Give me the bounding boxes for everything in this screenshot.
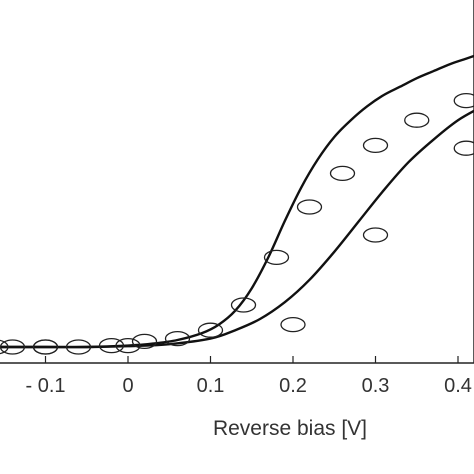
plot-frame xyxy=(0,0,474,364)
data-point xyxy=(453,92,474,109)
data-point xyxy=(164,330,191,347)
data-point xyxy=(362,227,389,243)
data-point xyxy=(0,339,9,355)
x-tick-label: 0.2 xyxy=(279,375,307,397)
data-point xyxy=(0,339,26,355)
data-point xyxy=(115,337,141,354)
x-axis-label: Reverse bias [V] xyxy=(213,417,367,440)
data-point xyxy=(362,137,389,154)
x-tick-label: 0.3 xyxy=(362,375,390,397)
data-point xyxy=(329,165,356,182)
fit-curves xyxy=(0,54,474,349)
x-tick-label: 0 xyxy=(122,375,133,397)
data-markers xyxy=(0,92,474,355)
fit-curve-1 xyxy=(0,54,474,349)
data-point xyxy=(32,339,59,355)
x-tick-label: 0.4 xyxy=(444,375,472,397)
data-point xyxy=(453,140,474,156)
data-point xyxy=(65,339,92,355)
data-point xyxy=(98,337,125,354)
data-point xyxy=(230,297,257,313)
x-tick-label: - 0.1 xyxy=(25,375,65,397)
data-point xyxy=(263,249,290,266)
data-point xyxy=(296,199,323,215)
x-tick-labels: - 0.1 0 0.1 0.2 0.3 0.4 xyxy=(25,375,471,397)
data-point xyxy=(131,333,158,350)
data-point xyxy=(280,316,306,333)
x-ticks xyxy=(44,356,459,363)
x-tick-label: 0.1 xyxy=(197,375,225,397)
data-point xyxy=(404,112,430,128)
data-point xyxy=(197,322,224,338)
